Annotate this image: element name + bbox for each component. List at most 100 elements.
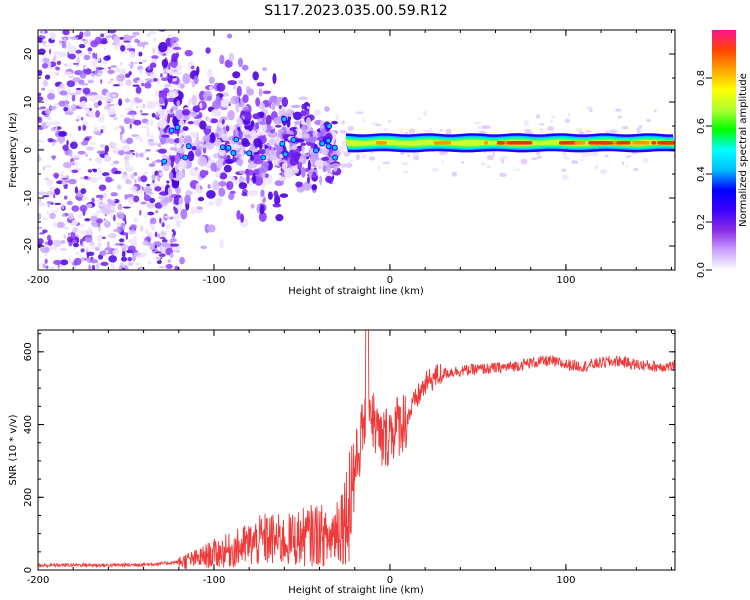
spectral-blob bbox=[151, 161, 156, 165]
spectral-blob bbox=[173, 212, 180, 220]
spectral-blob bbox=[194, 140, 203, 144]
spectral-blob bbox=[123, 40, 131, 43]
spectral-blob bbox=[41, 217, 49, 221]
spectral-blob bbox=[61, 213, 66, 217]
spectral-blob bbox=[38, 112, 41, 117]
y-tick-label: 600 bbox=[23, 342, 34, 361]
spectral-blob bbox=[252, 172, 257, 184]
spectral-blob bbox=[110, 263, 115, 270]
spectral-blob bbox=[234, 129, 239, 137]
spectral-blob bbox=[86, 203, 93, 209]
spectral-blob bbox=[324, 106, 330, 112]
spectral-blob bbox=[402, 170, 409, 174]
spectral-blob bbox=[42, 62, 49, 69]
carrier-hotspot bbox=[433, 141, 452, 145]
spectral-blob bbox=[146, 133, 151, 138]
spectral-blob bbox=[161, 134, 170, 138]
spectral-blob bbox=[113, 46, 118, 51]
spectral-blob bbox=[97, 100, 102, 106]
spectral-blob bbox=[422, 129, 431, 133]
spectral-blob bbox=[165, 157, 170, 167]
spectral-blob bbox=[59, 83, 64, 89]
spectral-blob bbox=[133, 252, 142, 257]
spectral-blob bbox=[81, 242, 84, 247]
spectral-blob bbox=[125, 107, 134, 112]
spectral-blob bbox=[236, 85, 242, 97]
spectral-blob bbox=[96, 234, 103, 242]
spectral-blob bbox=[408, 128, 416, 135]
spectral-blob bbox=[97, 72, 103, 76]
spectral-blob bbox=[156, 259, 162, 265]
spectral-blob bbox=[258, 121, 268, 125]
spectral-blob bbox=[49, 212, 56, 220]
spectral-blob bbox=[118, 98, 123, 107]
spectral-blob bbox=[275, 214, 284, 222]
spectral-blob bbox=[59, 248, 67, 251]
spectral-blob bbox=[167, 72, 173, 84]
spectral-blob bbox=[60, 259, 69, 266]
spectral-blob bbox=[174, 164, 179, 173]
spectral-blob bbox=[255, 97, 261, 107]
spectral-blob bbox=[112, 228, 121, 232]
spectral-peak bbox=[319, 140, 326, 147]
spectral-blob bbox=[69, 141, 78, 150]
spectral-blob bbox=[42, 195, 50, 198]
spectral-blob bbox=[259, 204, 265, 215]
spectral-blob bbox=[140, 201, 147, 205]
spectral-blob bbox=[286, 118, 291, 128]
spectral-blob bbox=[150, 119, 153, 127]
spectral-blob bbox=[129, 50, 136, 59]
spectral-blob bbox=[256, 82, 265, 87]
spectral-blob bbox=[561, 174, 569, 180]
spectral-blob bbox=[260, 189, 265, 197]
spectral-blob bbox=[73, 243, 80, 248]
spectral-blob bbox=[191, 206, 195, 215]
spectral-blob bbox=[382, 161, 390, 165]
spectral-blob bbox=[89, 115, 98, 119]
spectral-blob bbox=[246, 173, 250, 184]
spectral-blob bbox=[633, 168, 639, 172]
spectral-blob bbox=[118, 150, 125, 156]
spectral-blob bbox=[71, 155, 81, 158]
spectral-blob bbox=[108, 255, 118, 263]
spectral-blob bbox=[170, 108, 173, 113]
spectral-blob bbox=[54, 188, 61, 196]
spectral-blob bbox=[39, 232, 45, 235]
spectral-blob bbox=[206, 224, 216, 233]
spectral-blob bbox=[140, 252, 147, 258]
spectral-blob bbox=[306, 176, 311, 184]
spectral-blob bbox=[636, 127, 641, 133]
spectral-blob bbox=[90, 40, 99, 48]
spectral-blob bbox=[225, 158, 235, 164]
spectral-blob bbox=[88, 264, 91, 270]
spectrogram-data bbox=[38, 30, 675, 270]
spectral-blob bbox=[310, 150, 319, 162]
spectral-blob bbox=[125, 79, 132, 87]
spectral-blob bbox=[275, 124, 282, 128]
spectral-blob bbox=[244, 111, 252, 122]
spectral-blob bbox=[320, 128, 327, 137]
spectral-blob bbox=[314, 159, 324, 167]
spectral-blob bbox=[171, 105, 179, 111]
spectral-blob bbox=[61, 203, 65, 210]
y-tick-label: 400 bbox=[23, 415, 34, 434]
spectral-blob bbox=[279, 193, 289, 198]
spectral-blob bbox=[45, 121, 53, 127]
y-tick-label: 0 bbox=[23, 147, 34, 153]
spectral-blob bbox=[38, 96, 44, 102]
spectral-blob bbox=[197, 156, 208, 167]
spectral-blob bbox=[152, 77, 158, 82]
spectral-blob bbox=[146, 121, 149, 126]
spectral-blob bbox=[474, 121, 482, 125]
spectral-blob bbox=[45, 190, 54, 196]
spectral-blob bbox=[227, 109, 235, 121]
spectral-blob bbox=[64, 111, 74, 116]
spectral-blob bbox=[155, 90, 159, 96]
spectral-blob bbox=[72, 162, 75, 166]
spectral-blob bbox=[132, 114, 135, 118]
spectral-blob bbox=[124, 50, 128, 55]
spectral-blob bbox=[297, 161, 303, 170]
spectral-blob bbox=[615, 108, 622, 112]
spectral-blob bbox=[135, 152, 139, 158]
spectral-blob bbox=[168, 171, 174, 181]
